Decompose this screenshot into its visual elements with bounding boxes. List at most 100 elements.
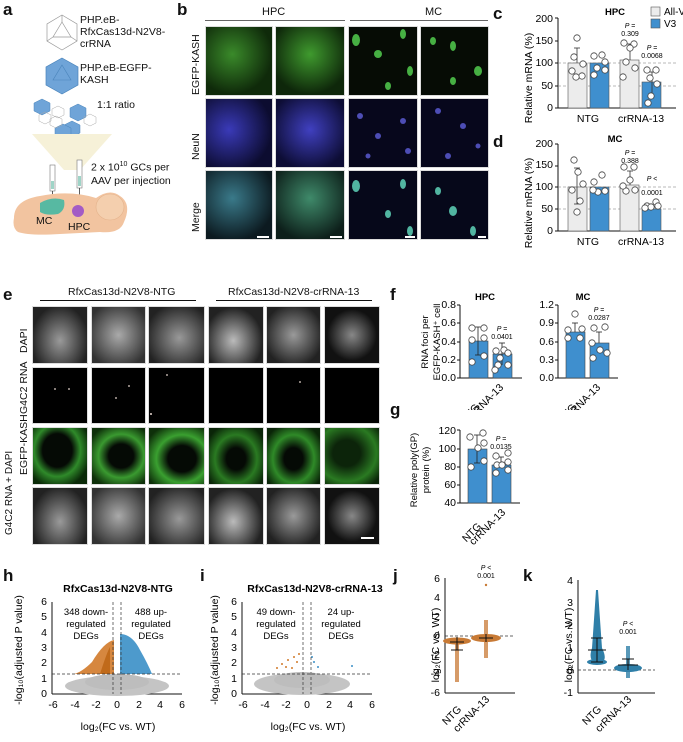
e-egfp-crrna-1	[208, 427, 264, 485]
svg-text:EGFP-KASH⁺ cell: EGFP-KASH⁺ cell	[432, 304, 443, 381]
svg-text:4: 4	[157, 699, 163, 711]
svg-text:DEGs: DEGs	[73, 631, 99, 642]
b-micrograph-mc-neun-1	[348, 98, 418, 168]
svg-text:2: 2	[567, 620, 573, 632]
svg-text:0.0401: 0.0401	[491, 334, 513, 341]
b-micrograph-hpc-egfp-2	[275, 26, 345, 96]
svg-text:3: 3	[231, 642, 237, 654]
panel-label-g: g	[390, 400, 401, 419]
g-bar-ntg	[467, 448, 488, 504]
svg-text:4: 4	[567, 575, 573, 587]
svg-text:5: 5	[231, 611, 237, 623]
svg-text:1: 1	[567, 642, 573, 654]
e-g4c2-crrna-3	[324, 367, 380, 424]
dose-line2: AAV per injection	[91, 174, 171, 187]
svg-text:0.309: 0.309	[621, 31, 639, 38]
svg-text:-2: -2	[281, 699, 290, 711]
panel-label-c: c	[493, 4, 503, 23]
e-merge-crrna-3	[324, 487, 380, 545]
e-g4c2-ntg-3	[148, 367, 205, 424]
svg-text:3: 3	[41, 642, 47, 654]
svg-text:MC: MC	[608, 134, 623, 145]
dose-line1-end: GCs per	[127, 161, 170, 174]
svg-text:4: 4	[231, 627, 237, 639]
svg-text:P =: P =	[497, 326, 507, 333]
svg-text:2: 2	[434, 611, 440, 623]
e-scale-bar	[361, 537, 374, 539]
svg-text:150: 150	[535, 159, 553, 171]
b-micrograph-hpc-neun-1	[205, 98, 273, 168]
svg-text:0.001: 0.001	[619, 629, 637, 636]
virus2-label: PHP.eB-EGFP- KASH	[80, 62, 152, 86]
svg-text:24 up-: 24 up-	[328, 607, 355, 618]
svg-text:P =: P =	[625, 23, 635, 30]
svg-text:0: 0	[231, 688, 237, 700]
svg-text:1: 1	[41, 673, 47, 685]
b-mc-cells-overlay	[352, 29, 482, 236]
svg-text:HPC: HPC	[475, 292, 495, 303]
e-ntg-bar	[40, 300, 196, 301]
panel-label-e: e	[3, 285, 13, 304]
svg-text:-4: -4	[70, 699, 79, 711]
svg-text:100: 100	[438, 443, 456, 455]
svg-text:P <: P <	[481, 565, 491, 572]
e-egfp-crrna-3	[324, 427, 380, 485]
e-merge-crrna-2	[266, 487, 321, 545]
legend-label-v3: V3	[664, 19, 677, 30]
svg-text:6: 6	[369, 699, 375, 711]
e-row-g4c2-dapi: G4C2 RNA + DAPI	[4, 450, 15, 535]
b-mc-bar	[350, 20, 488, 21]
b-scale-bar-4	[478, 236, 486, 238]
svg-text:100: 100	[535, 181, 553, 193]
e-rna-foci-dots	[54, 374, 301, 415]
svg-text:-4: -4	[260, 699, 269, 711]
svg-text:150: 150	[535, 35, 553, 47]
chart-c-d: All-V V3 HPC Relative mRNA (%) 0 50 100 150…	[523, 6, 683, 248]
chart-h-i: RfxCas13d-N2V8-NTG -log₁₀(adjusted P val…	[13, 583, 383, 733]
e-egfp-ntg-2	[91, 427, 146, 485]
schematic-aav-injection	[13, 14, 128, 235]
svg-text:0.3: 0.3	[539, 354, 554, 366]
svg-text:0.0: 0.0	[441, 372, 456, 384]
region-mc-label: MC	[36, 215, 53, 227]
svg-text:0.0135: 0.0135	[490, 444, 512, 451]
panel-label-i: i	[200, 566, 205, 585]
b-scale-bar-2	[330, 236, 342, 238]
e-g4c2-crrna-2	[266, 367, 321, 424]
d-bar-crrna-allv	[619, 184, 640, 232]
svg-text:log₂(FC vs. WT): log₂(FC vs. WT)	[81, 721, 156, 733]
svg-text:0.4: 0.4	[441, 336, 456, 348]
svg-text:-2: -2	[91, 699, 100, 711]
svg-text:NTG: NTG	[555, 402, 579, 410]
legend-swatch-v3	[650, 18, 661, 29]
svg-text:log₂(FC vs. WT): log₂(FC vs. WT)	[271, 721, 346, 733]
svg-text:RfxCas13d-N2V8-NTG: RfxCas13d-N2V8-NTG	[63, 583, 173, 595]
svg-text:100: 100	[535, 57, 553, 69]
e-g4c2-ntg-1	[32, 367, 88, 424]
svg-text:0: 0	[114, 699, 120, 711]
svg-text:regulated: regulated	[66, 619, 106, 630]
b-scale-bar-1	[257, 236, 269, 238]
svg-text:P =: P =	[594, 307, 604, 314]
svg-text:Relative poly(GP): Relative poly(GP)	[409, 433, 420, 507]
e-dapi-crrna-3	[324, 306, 380, 364]
svg-text:MC: MC	[576, 292, 591, 303]
empty-capsid-icon	[46, 14, 78, 51]
panel-label-f: f	[390, 285, 396, 304]
panel-label-b: b	[177, 0, 188, 19]
svg-text:0.388: 0.388	[621, 158, 639, 165]
b-micrograph-hpc-merge-1	[205, 170, 273, 240]
svg-text:HPC: HPC	[605, 7, 625, 18]
e-merge-ntg-1	[32, 487, 88, 545]
svg-text:RfxCas13d-N2V8-crRNA-13: RfxCas13d-N2V8-crRNA-13	[247, 583, 383, 595]
b-micrograph-hpc-egfp-1	[205, 26, 273, 96]
svg-text:2: 2	[136, 699, 142, 711]
c-bar-crrna-allv	[619, 59, 640, 109]
svg-text:crRNA-13: crRNA-13	[618, 236, 664, 248]
svg-text:0.2: 0.2	[441, 354, 456, 366]
svg-text:P =: P =	[625, 150, 635, 157]
svg-text:40: 40	[444, 497, 456, 509]
svg-text:-2: -2	[431, 649, 440, 661]
svg-text:1: 1	[231, 673, 237, 685]
